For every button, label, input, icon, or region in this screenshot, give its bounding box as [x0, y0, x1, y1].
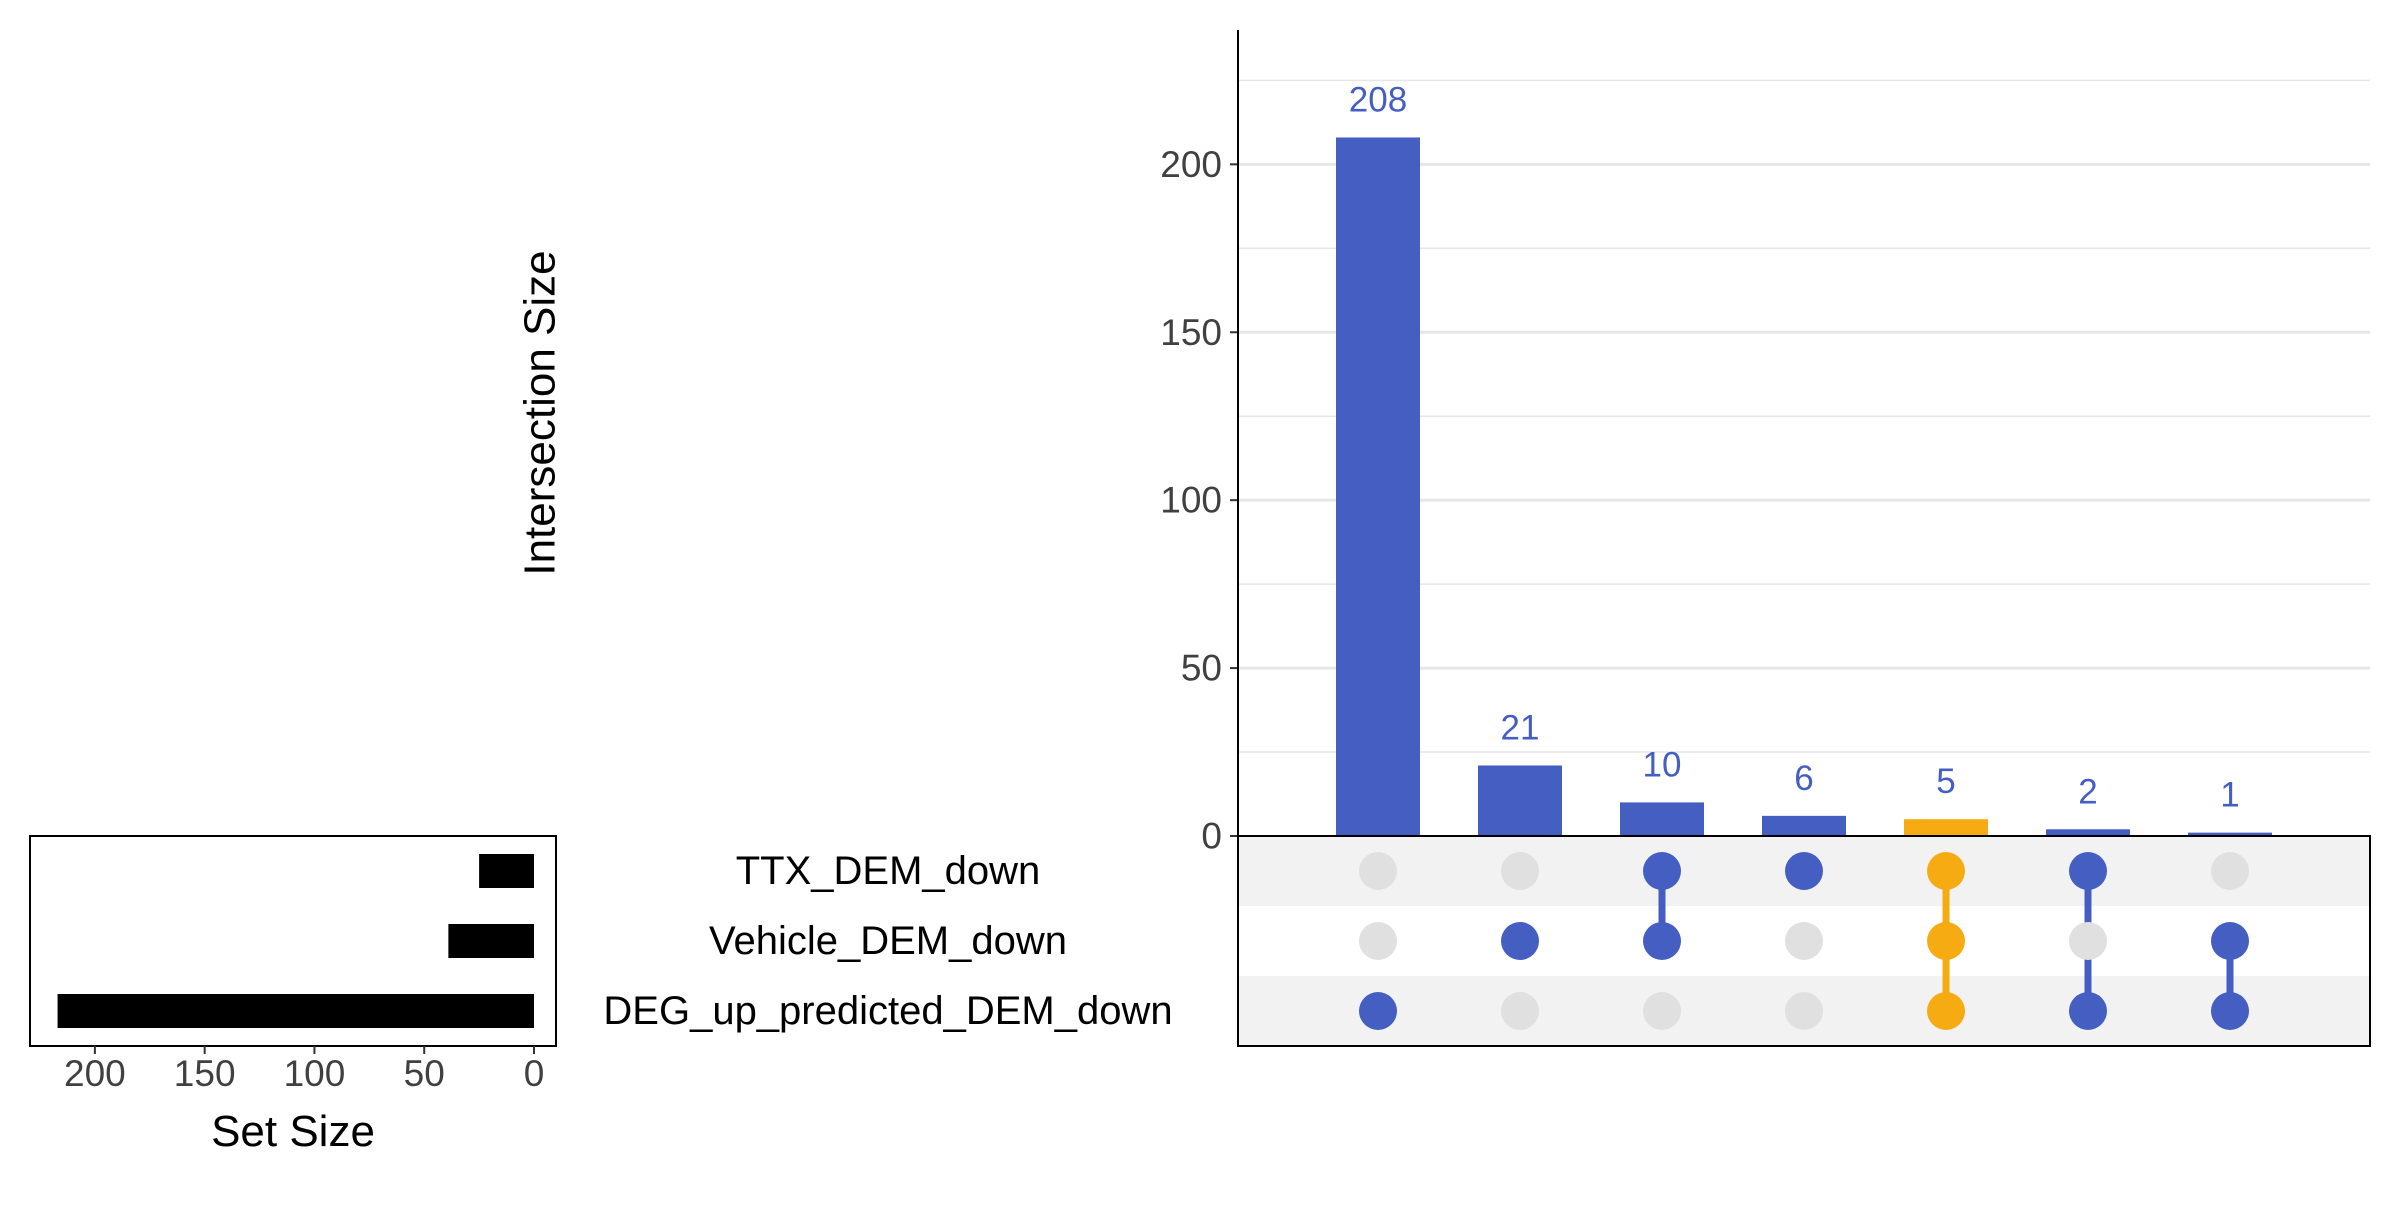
matrix-dot-active — [1501, 922, 1539, 960]
y-tick-label: 100 — [1160, 480, 1222, 521]
x-tick-label: 50 — [404, 1053, 445, 1094]
matrix-dot-inactive — [2211, 852, 2249, 890]
intersection-bar — [1904, 819, 1988, 836]
matrix-dot-active — [2211, 992, 2249, 1030]
matrix-dot-inactive — [1501, 852, 1539, 890]
x-tick-label: 200 — [64, 1053, 126, 1094]
matrix-dot-active — [1643, 922, 1681, 960]
set-name-label: DEG_up_predicted_DEM_down — [603, 989, 1172, 1033]
y-tick-label: 50 — [1181, 648, 1222, 689]
x-tick-label: 150 — [174, 1053, 236, 1094]
matrix-dot-active — [1359, 992, 1397, 1030]
intersection-bar-value: 10 — [1643, 745, 1682, 784]
intersection-bar-value: 21 — [1501, 708, 1540, 747]
x-tick-label: 0 — [524, 1053, 545, 1094]
intersection-bar — [2188, 832, 2272, 836]
matrix-dot-inactive — [1785, 922, 1823, 960]
intersection-bar — [1762, 815, 1846, 836]
y-tick-label: 200 — [1160, 144, 1222, 185]
matrix-dot-active — [1927, 852, 1965, 890]
matrix-dot-active — [2211, 922, 2249, 960]
set-size-bar — [479, 854, 534, 888]
matrix-dot-inactive — [1643, 992, 1681, 1030]
matrix-dot-active — [1927, 922, 1965, 960]
y-axis-title: Intersection Size — [516, 250, 565, 575]
intersection-bar-value: 1 — [2220, 776, 2239, 815]
matrix-dot-inactive — [1359, 922, 1397, 960]
set-size-bar — [448, 924, 534, 958]
set-size-bar — [57, 994, 534, 1028]
intersection-bar — [1620, 802, 1704, 836]
y-tick-label: 150 — [1160, 312, 1222, 353]
matrix-dot-inactive — [1785, 992, 1823, 1030]
matrix-dot-inactive — [1359, 852, 1397, 890]
intersection-bar-value: 5 — [1936, 762, 1955, 801]
matrix-dot-inactive — [1501, 992, 1539, 1030]
matrix-dot-active — [1785, 852, 1823, 890]
intersection-bar — [2046, 829, 2130, 836]
matrix-dot-active — [1927, 992, 1965, 1030]
intersection-bar-value: 208 — [1349, 80, 1407, 119]
x-axis-title: Set Size — [211, 1107, 375, 1156]
matrix-dot-active — [2069, 852, 2107, 890]
matrix-dot-active — [2069, 992, 2107, 1030]
set-size-frame — [29, 835, 557, 1047]
intersection-bar-value: 6 — [1794, 759, 1813, 798]
matrix-dot-inactive — [2069, 922, 2107, 960]
matrix-dot-active — [1643, 852, 1681, 890]
intersection-bar — [1336, 137, 1420, 836]
set-name-label: TTX_DEM_down — [736, 849, 1041, 893]
y-tick-label: 0 — [1201, 816, 1222, 857]
intersection-bar — [1478, 765, 1562, 836]
matrix-frame — [1237, 835, 2371, 1047]
x-tick-label: 100 — [284, 1053, 346, 1094]
intersection-bar-value: 2 — [2078, 772, 2097, 811]
set-name-label: Vehicle_DEM_down — [709, 919, 1067, 963]
